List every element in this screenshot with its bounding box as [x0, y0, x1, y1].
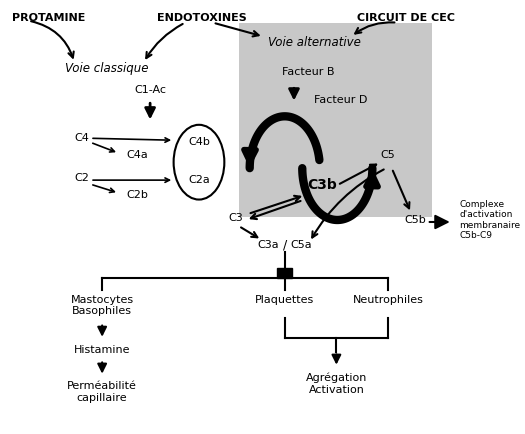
Text: Agrégation
Activation: Agrégation Activation — [306, 372, 367, 395]
Text: C2b: C2b — [126, 190, 148, 200]
Text: C3a: C3a — [257, 240, 279, 250]
Text: Voie alternative: Voie alternative — [268, 36, 361, 49]
Text: C2: C2 — [75, 173, 89, 183]
Text: C5: C5 — [381, 150, 395, 160]
Text: C5b: C5b — [405, 215, 427, 225]
Text: C1-Ac: C1-Ac — [134, 85, 166, 95]
Text: Perméabilité
capillaire: Perméabilité capillaire — [67, 381, 137, 403]
Text: C3: C3 — [228, 213, 243, 223]
Text: Complexe
d'activation
membranaire
C5b-C9: Complexe d'activation membranaire C5b-C9 — [459, 200, 520, 240]
Text: CIRCUIT DE CEC: CIRCUIT DE CEC — [358, 13, 456, 23]
Text: C2a: C2a — [188, 175, 210, 185]
Bar — [239, 23, 432, 217]
Text: Facteur B: Facteur B — [282, 67, 334, 77]
Text: C5a: C5a — [290, 240, 312, 250]
Text: /: / — [282, 238, 287, 251]
Text: C3b: C3b — [307, 178, 337, 192]
Text: C4: C4 — [75, 133, 89, 143]
Text: Facteur D: Facteur D — [314, 95, 367, 105]
Text: Histamine: Histamine — [74, 345, 130, 355]
Text: Voie classique: Voie classique — [65, 62, 149, 75]
Text: Plaquettes: Plaquettes — [255, 295, 314, 305]
Text: Mastocytes
Basophiles: Mastocytes Basophiles — [70, 295, 134, 316]
Text: ENDOTOXINES: ENDOTOXINES — [157, 13, 247, 23]
Bar — [277, 268, 292, 278]
Text: C4a: C4a — [127, 150, 148, 160]
Text: Neutrophiles: Neutrophiles — [353, 295, 424, 305]
Text: C4b: C4b — [188, 137, 210, 147]
Text: PROTAMINE: PROTAMINE — [12, 13, 85, 23]
